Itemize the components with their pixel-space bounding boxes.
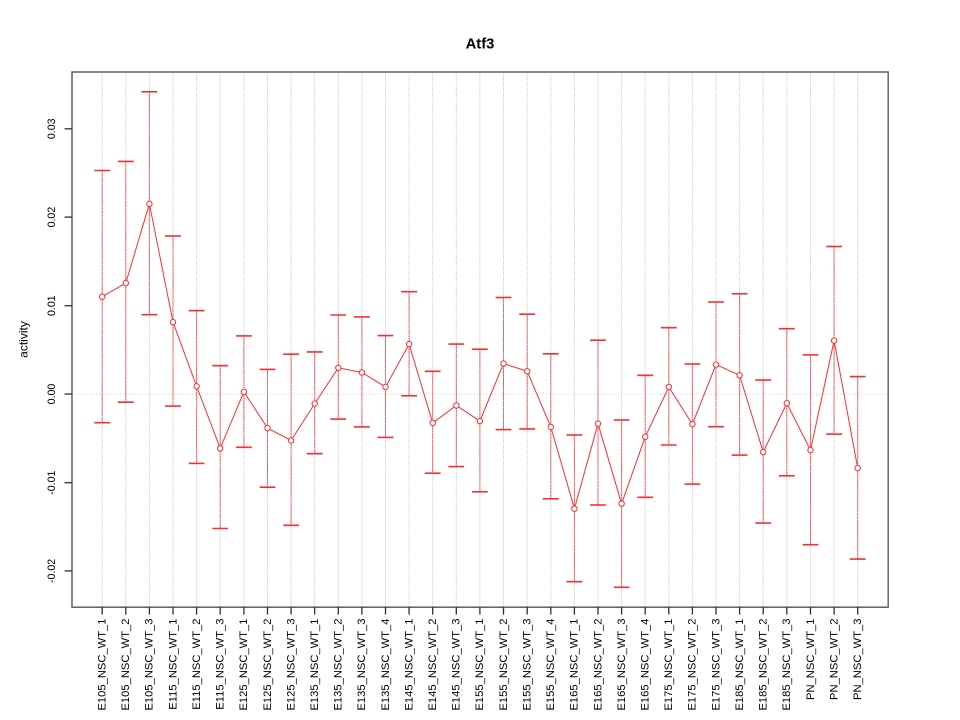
svg-text:E155_NSC_WT_3: E155_NSC_WT_3 (522, 619, 534, 711)
svg-text:E105_NSC_WT_2: E105_NSC_WT_2 (120, 619, 132, 711)
svg-text:E105_NSC_WT_1: E105_NSC_WT_1 (97, 619, 109, 711)
svg-text:E135_NSC_WT_3: E135_NSC_WT_3 (356, 619, 368, 711)
svg-text:E155_NSC_WT_4: E155_NSC_WT_4 (545, 619, 557, 711)
svg-text:E175_NSC_WT_3: E175_NSC_WT_3 (710, 619, 722, 711)
svg-text:E175_NSC_WT_2: E175_NSC_WT_2 (687, 619, 699, 711)
svg-text:E175_NSC_WT_1: E175_NSC_WT_1 (663, 619, 675, 711)
svg-text:E165_NSC_WT_4: E165_NSC_WT_4 (640, 619, 652, 711)
svg-text:0.00: 0.00 (46, 384, 58, 405)
svg-text:E155_NSC_WT_1: E155_NSC_WT_1 (474, 619, 486, 711)
svg-text:E135_NSC_WT_1: E135_NSC_WT_1 (309, 619, 321, 711)
svg-text:PN_NSC_WT_1: PN_NSC_WT_1 (805, 619, 817, 700)
svg-text:E115_NSC_WT_3: E115_NSC_WT_3 (215, 619, 227, 710)
svg-text:E185_NSC_WT_1: E185_NSC_WT_1 (734, 619, 746, 711)
svg-text:E115_NSC_WT_1: E115_NSC_WT_1 (167, 619, 179, 710)
svg-text:E145_NSC_WT_2: E145_NSC_WT_2 (427, 619, 439, 711)
svg-text:E105_NSC_WT_3: E105_NSC_WT_3 (144, 619, 156, 711)
svg-text:E185_NSC_WT_2: E185_NSC_WT_2 (758, 619, 770, 711)
svg-text:E155_NSC_WT_2: E155_NSC_WT_2 (498, 619, 510, 711)
svg-text:E145_NSC_WT_1: E145_NSC_WT_1 (403, 619, 415, 711)
svg-text:Atf3: Atf3 (466, 37, 495, 53)
svg-text:E185_NSC_WT_3: E185_NSC_WT_3 (781, 619, 793, 711)
svg-text:E135_NSC_WT_4: E135_NSC_WT_4 (380, 619, 392, 711)
svg-text:E135_NSC_WT_2: E135_NSC_WT_2 (333, 619, 345, 711)
svg-text:E145_NSC_WT_3: E145_NSC_WT_3 (451, 619, 463, 711)
svg-text:E165_NSC_WT_1: E165_NSC_WT_1 (569, 619, 581, 711)
svg-text:E165_NSC_WT_3: E165_NSC_WT_3 (616, 619, 628, 711)
svg-text:E125_NSC_WT_2: E125_NSC_WT_2 (262, 619, 274, 711)
svg-text:PN_NSC_WT_2: PN_NSC_WT_2 (828, 619, 840, 700)
svg-text:E115_NSC_WT_2: E115_NSC_WT_2 (191, 619, 203, 710)
svg-text:-0.01: -0.01 (46, 471, 58, 495)
svg-text:E125_NSC_WT_1: E125_NSC_WT_1 (238, 619, 250, 711)
svg-text:0.01: 0.01 (46, 295, 58, 316)
svg-text:0.02: 0.02 (46, 207, 58, 228)
svg-text:activity: activity (17, 321, 31, 358)
svg-text:-0.02: -0.02 (46, 559, 58, 583)
svg-text:E125_NSC_WT_3: E125_NSC_WT_3 (285, 619, 297, 711)
svg-text:0.03: 0.03 (46, 118, 58, 139)
svg-text:PN_NSC_WT_3: PN_NSC_WT_3 (852, 619, 864, 700)
svg-text:E165_NSC_WT_2: E165_NSC_WT_2 (592, 619, 604, 711)
